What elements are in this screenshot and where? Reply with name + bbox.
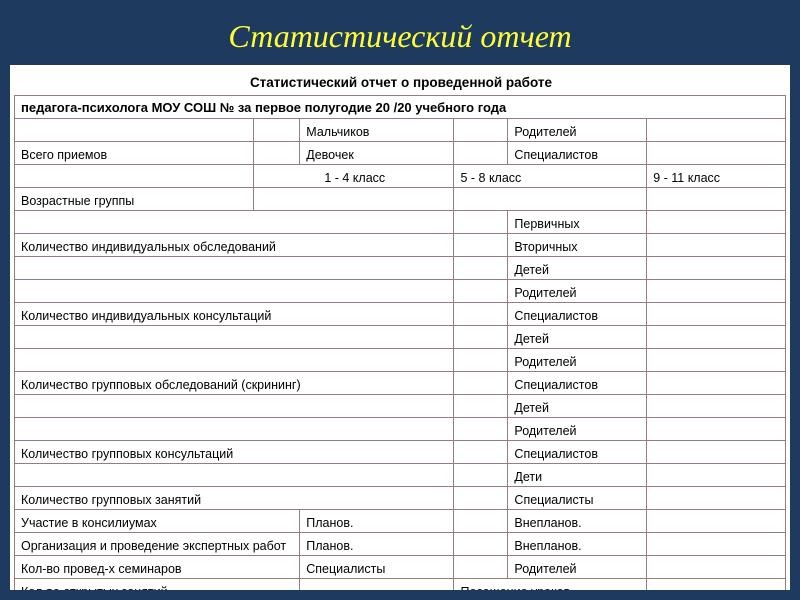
table-row: Родителей xyxy=(15,280,786,303)
label-expert: Организация и проведение экспертных рабо… xyxy=(15,533,300,556)
label-group-exam: Количество групповых обследований (скрин… xyxy=(15,372,454,395)
label-grade-1-4: 1 - 4 класс xyxy=(254,165,454,188)
label-children: Детей xyxy=(508,326,647,349)
label-indiv-cons: Количество индивидуальных консультаций xyxy=(15,303,454,326)
table-row: Всего приемов Девочек Специалистов xyxy=(15,142,786,165)
label-specialists: Специалистов xyxy=(508,142,647,165)
table-row: Детей xyxy=(15,257,786,280)
label-group-sess: Количество групповых занятий xyxy=(15,487,454,510)
table-row: 1 - 4 класс 5 - 8 класс 9 - 11 класс xyxy=(15,165,786,188)
table-row: Количество групповых обследований (скрин… xyxy=(15,372,786,395)
label-specialists: Специалисты xyxy=(508,487,647,510)
table-subtitle: педагога-психолога МОУ СОШ № за первое п… xyxy=(15,96,786,119)
table-row: Кол-во провед-х семинаров Специалисты Ро… xyxy=(15,556,786,579)
label-specialists: Специалистов xyxy=(508,372,647,395)
table-title: Статистический отчет о проведенной работ… xyxy=(15,71,786,96)
label-group-cons: Количество групповых консультаций xyxy=(15,441,454,464)
label-girls: Девочек xyxy=(300,142,454,165)
label-children: Дети xyxy=(508,464,647,487)
table-row: Количество групповых занятий Специалисты xyxy=(15,487,786,510)
table-row: Количество групповых консультаций Специа… xyxy=(15,441,786,464)
label-specialists: Специалистов xyxy=(508,441,647,464)
label-specialists: Специалистов xyxy=(508,303,647,326)
document-paper: Статистический отчет о проведенной работ… xyxy=(10,65,790,590)
table-row: Дети xyxy=(15,464,786,487)
table-row: Родителей xyxy=(15,418,786,441)
slide-title: Статистический отчет xyxy=(0,0,800,65)
label-planned: Планов. xyxy=(300,510,454,533)
label-children: Детей xyxy=(508,395,647,418)
table-row: Первичных xyxy=(15,211,786,234)
slide-root: { "slide_title":"Статистический отчет", … xyxy=(0,0,800,600)
label-parents: Родителей xyxy=(508,280,647,303)
table-row: Детей xyxy=(15,326,786,349)
label-grade-5-8: 5 - 8 класс xyxy=(454,165,647,188)
table-row: Возрастные группы xyxy=(15,188,786,211)
label-unplanned: Внепланов. xyxy=(508,533,647,556)
table-row: Мальчиков Родителей xyxy=(15,119,786,142)
label-parents: Родителей xyxy=(508,349,647,372)
table-row: Родителей xyxy=(15,349,786,372)
label-parents: Родителей xyxy=(508,119,647,142)
report-table: Статистический отчет о проведенной работ… xyxy=(14,71,786,590)
table-row: Детей xyxy=(15,395,786,418)
label-planned: Планов. xyxy=(300,533,454,556)
label-boys: Мальчиков xyxy=(300,119,454,142)
label-council: Участие в консилиумах xyxy=(15,510,300,533)
label-parents: Родителей xyxy=(508,418,647,441)
table-row: Участие в консилиумах Планов. Внепланов. xyxy=(15,510,786,533)
label-grade-9-11: 9 - 11 класс xyxy=(647,165,786,188)
label-total: Всего приемов xyxy=(15,142,254,165)
table-row: Организация и проведение экспертных рабо… xyxy=(15,533,786,556)
label-open-sessions: Кол-во открытых занятий xyxy=(15,579,300,591)
label-unplanned: Внепланов. xyxy=(508,510,647,533)
label-primary: Первичных xyxy=(508,211,647,234)
label-seminars: Кол-во провед-х семинаров xyxy=(15,556,300,579)
label-children: Детей xyxy=(508,257,647,280)
table-row: Количество индивидуальных обследований В… xyxy=(15,234,786,257)
label-specialists: Специалисты xyxy=(300,556,454,579)
label-age-groups: Возрастные группы xyxy=(15,188,254,211)
label-indiv-exam: Количество индивидуальных обследований xyxy=(15,234,454,257)
label-secondary: Вторичных xyxy=(508,234,647,257)
table-row: Количество индивидуальных консультаций С… xyxy=(15,303,786,326)
table-row: Кол-во открытых занятий Посещение уроков xyxy=(15,579,786,591)
label-visit-lessons: Посещение уроков xyxy=(454,579,647,591)
label-parents: Родителей xyxy=(508,556,647,579)
